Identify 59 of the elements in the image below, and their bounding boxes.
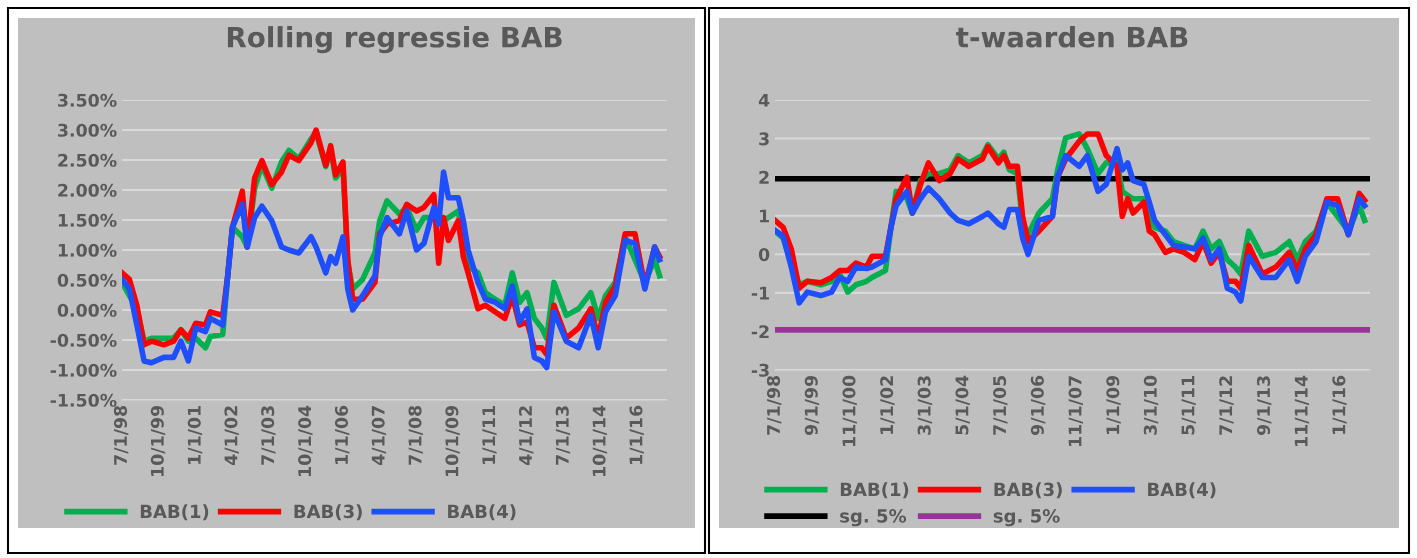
- y-tick-label: 2.00%: [58, 183, 117, 197]
- legend-label: sg. 5%: [840, 509, 907, 527]
- y-tick-label: -1.50%: [50, 393, 117, 407]
- y-tick-label: 0: [758, 248, 770, 262]
- y-tick-label: 4: [758, 93, 770, 107]
- legend-label: sg. 5%: [993, 509, 1060, 527]
- x-tick-label: 1/1/09: [1106, 375, 1121, 434]
- legend-label: BAB(1): [140, 504, 209, 521]
- x-tick-label: 1/1/11: [482, 406, 497, 464]
- x-tick-label: 11/1/07: [1068, 376, 1083, 446]
- x-tick-label: 7/1/03: [261, 406, 276, 465]
- legend-label: BAB(1): [840, 482, 909, 499]
- x-tick-label: 11/1/14: [1294, 375, 1310, 446]
- y-tick-label: 3: [759, 132, 769, 146]
- x-tick-label: 1/1/06: [334, 405, 350, 464]
- x-tick-label: 7/1/98: [766, 375, 782, 435]
- y-tick-label: 0.50%: [57, 273, 117, 287]
- y-tick-label: 1: [760, 209, 769, 223]
- x-tick-label: 11/1/00: [842, 375, 857, 446]
- legend-label: BAB(4): [448, 504, 516, 521]
- x-tick-label: 1/1/16: [1332, 375, 1347, 434]
- x-tick-label: 10/1/14: [592, 405, 608, 476]
- legend-label: BAB(3): [294, 504, 362, 521]
- x-tick-label: 3/1/10: [1143, 375, 1159, 435]
- y-tick-label: -1: [751, 286, 769, 300]
- x-tick-label: 5/1/04: [955, 375, 970, 435]
- x-tick-label: 3/1/03: [917, 376, 933, 435]
- legend-label: BAB(3): [994, 482, 1062, 499]
- chart-title: t-waarden BAB: [956, 26, 1188, 48]
- y-tick-label: 1.50%: [58, 213, 117, 227]
- x-tick-label: 10/1/04: [298, 405, 313, 476]
- y-tick-label: 1.00%: [58, 243, 117, 257]
- y-tick-label: 3.00%: [58, 123, 117, 137]
- x-tick-label: 9/1/06: [1030, 375, 1046, 435]
- y-tick-label: 0.00%: [57, 303, 117, 317]
- y-tick-label: -2: [751, 325, 769, 339]
- y-tick-label: 2.50%: [58, 153, 117, 167]
- x-tick-label: 4/1/12: [518, 406, 534, 466]
- x-tick-label: 9/1/99: [804, 375, 820, 435]
- y-tick-label: -0.50%: [50, 333, 117, 347]
- y-tick-label: 2: [759, 170, 769, 184]
- x-tick-label: 7/1/12: [1219, 376, 1234, 435]
- x-tick-label: 10/1/09: [445, 405, 460, 476]
- x-tick-label: 4/1/02: [224, 406, 239, 466]
- x-tick-label: 7/1/13: [555, 406, 571, 465]
- x-tick-label: 1/1/16: [629, 405, 644, 464]
- x-tick-label: 10/1/99: [150, 405, 166, 476]
- chart-title: Rolling regressie BAB: [227, 26, 562, 54]
- x-tick-label: 7/1/05: [993, 376, 1008, 435]
- x-tick-label: 1/1/01: [187, 406, 203, 464]
- x-tick-label: 1/1/02: [880, 376, 895, 434]
- x-tick-label: 7/1/08: [408, 405, 423, 465]
- y-tick-label: 3.50%: [58, 93, 117, 107]
- x-tick-label: 9/1/13: [1256, 376, 1272, 435]
- x-tick-label: 4/1/07: [371, 406, 387, 466]
- x-tick-label: 5/1/11: [1181, 376, 1196, 435]
- y-tick-label: -3: [751, 363, 769, 377]
- legend-label: BAB(4): [1148, 482, 1216, 499]
- y-tick-label: -1.00%: [50, 363, 117, 377]
